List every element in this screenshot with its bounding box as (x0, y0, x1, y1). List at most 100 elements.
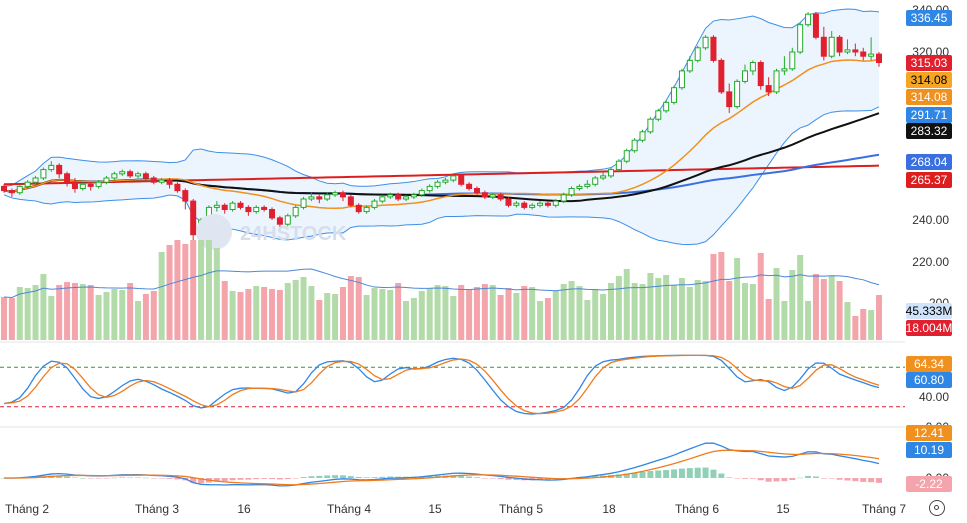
macd-histogram-bar[interactable] (300, 477, 307, 478)
macd-histogram-bar[interactable] (678, 468, 685, 478)
macd-histogram-bar[interactable] (316, 475, 323, 478)
candle[interactable] (836, 35, 843, 57)
candle[interactable] (119, 169, 126, 176)
volume-bar[interactable] (576, 286, 583, 340)
candle[interactable] (363, 205, 370, 214)
candle[interactable] (749, 60, 756, 76)
volume-bar[interactable] (560, 284, 567, 340)
macd-histogram-bar[interactable] (379, 476, 386, 478)
candle[interactable] (820, 26, 827, 61)
macd-histogram-bar[interactable] (615, 474, 622, 478)
candle[interactable] (686, 56, 693, 73)
macd-histogram-bar[interactable] (466, 476, 473, 478)
candle[interactable] (87, 182, 94, 191)
macd-histogram-bar[interactable] (332, 475, 339, 478)
candle[interactable] (805, 12, 812, 27)
candle[interactable] (418, 188, 425, 197)
volume-bar[interactable] (103, 292, 110, 340)
candle[interactable] (860, 47, 867, 61)
volume-bar[interactable] (876, 295, 882, 340)
volume-bar[interactable] (229, 291, 236, 340)
volume-bar[interactable] (828, 276, 835, 340)
macd-histogram-bar[interactable] (213, 478, 220, 482)
candle[interactable] (40, 167, 47, 181)
volume-bar[interactable] (387, 290, 394, 340)
macd-histogram-bar[interactable] (631, 472, 638, 478)
macd-histogram-bar[interactable] (741, 478, 748, 479)
volume-bar[interactable] (48, 296, 55, 340)
candle[interactable] (458, 173, 465, 187)
candle[interactable] (245, 205, 252, 216)
volume-bar[interactable] (261, 287, 268, 340)
candle[interactable] (269, 207, 276, 220)
candle[interactable] (576, 184, 583, 191)
candle[interactable] (355, 203, 362, 214)
candle[interactable] (489, 192, 496, 199)
candle[interactable] (253, 205, 260, 214)
volume-bar[interactable] (718, 252, 725, 340)
macd-histogram-bar[interactable] (757, 478, 764, 481)
macd-histogram-bar[interactable] (789, 478, 796, 481)
macd-histogram-bar[interactable] (284, 478, 291, 480)
macd-histogram-bar[interactable] (450, 475, 457, 478)
volume-bar[interactable] (757, 253, 764, 340)
volume-bar[interactable] (403, 301, 410, 340)
volume-bar[interactable] (844, 302, 851, 340)
candle[interactable] (284, 213, 291, 227)
volume-bar[interactable] (639, 284, 646, 340)
volume-bar[interactable] (749, 284, 756, 340)
macd-histogram-bar[interactable] (253, 478, 260, 480)
volume-bar[interactable] (773, 268, 780, 340)
macd-histogram-bar[interactable] (686, 468, 693, 478)
macd-histogram-bar[interactable] (347, 476, 354, 478)
volume-bar[interactable] (505, 288, 512, 340)
macd-histogram-bar[interactable] (135, 477, 142, 478)
macd-histogram-bar[interactable] (95, 478, 102, 479)
macd-histogram-bar[interactable] (765, 478, 772, 482)
macd-histogram-bar[interactable] (198, 478, 205, 484)
volume-bar[interactable] (789, 270, 796, 340)
volume-bar[interactable] (592, 289, 599, 340)
macd-histogram-bar[interactable] (473, 477, 480, 478)
volume-bar[interactable] (489, 285, 496, 340)
volume-bar[interactable] (308, 286, 315, 340)
volume-bar[interactable] (276, 290, 283, 340)
volume-bar[interactable] (607, 283, 614, 340)
volume-bar[interactable] (734, 258, 741, 340)
volume-bar[interactable] (174, 240, 181, 340)
candle[interactable] (261, 205, 268, 212)
macd-histogram-bar[interactable] (103, 478, 110, 479)
volume-bar[interactable] (521, 286, 528, 340)
volume-bar[interactable] (127, 283, 134, 340)
macd-panel[interactable] (1, 442, 882, 487)
macd-histogram-bar[interactable] (726, 477, 733, 478)
candle[interactable] (127, 169, 134, 178)
candle[interactable] (292, 205, 299, 218)
candle[interactable] (868, 37, 875, 61)
candle[interactable] (718, 58, 725, 94)
volume-bar[interactable] (544, 298, 551, 340)
candle[interactable] (789, 47, 796, 71)
candle[interactable] (395, 192, 402, 202)
candle[interactable] (481, 190, 488, 199)
volume-bar[interactable] (142, 294, 149, 340)
macd-histogram-bar[interactable] (505, 478, 512, 480)
macd-histogram-bar[interactable] (781, 478, 788, 482)
candle[interactable] (702, 35, 709, 50)
volume-bar[interactable] (64, 282, 71, 340)
macd-histogram-bar[interactable] (852, 478, 859, 482)
candle[interactable] (174, 182, 181, 193)
candle[interactable] (773, 68, 780, 94)
candle[interactable] (505, 196, 512, 208)
candle[interactable] (797, 22, 804, 55)
candle[interactable] (450, 173, 457, 183)
macd-histogram-bar[interactable] (426, 476, 433, 478)
candle[interactable] (552, 199, 559, 208)
volume-bar[interactable] (426, 288, 433, 340)
volume-bar[interactable] (79, 284, 86, 340)
candle[interactable] (111, 171, 118, 181)
macd-histogram-bar[interactable] (245, 478, 252, 480)
candle[interactable] (852, 43, 859, 57)
macd-histogram-bar[interactable] (481, 478, 488, 479)
macd-histogram-bar[interactable] (734, 478, 741, 479)
